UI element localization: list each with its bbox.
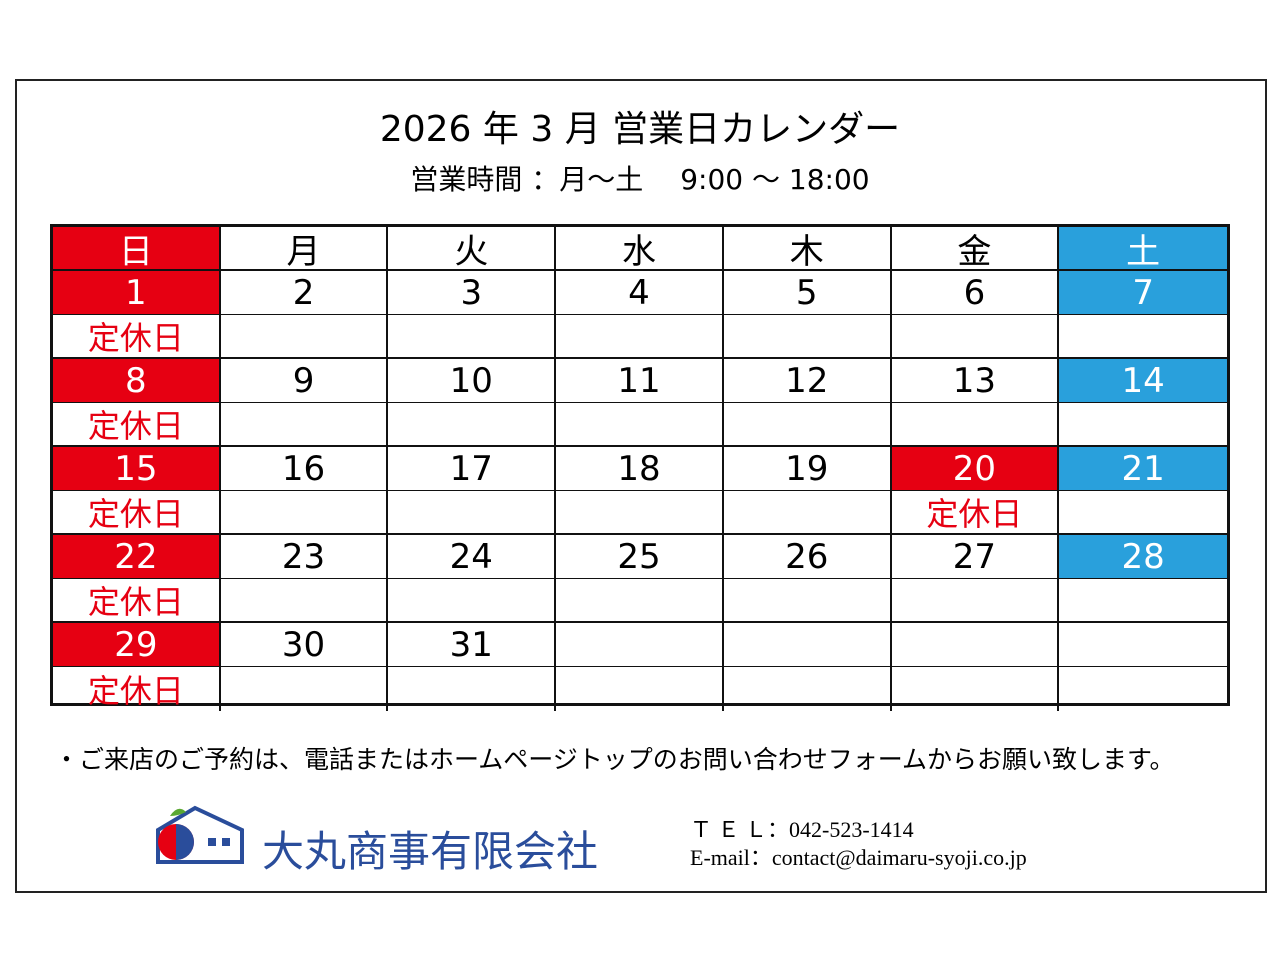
contact-value: 042-523-1414 <box>789 817 914 842</box>
day-number: 12 <box>723 359 892 403</box>
day-note <box>556 491 724 535</box>
day-number: 21 <box>1059 447 1227 491</box>
notice: ・ご来店のご予約は、電話またはホームページトップのお問い合わせフォームからお願い… <box>54 745 1175 774</box>
weekday-header: 水 <box>556 227 724 272</box>
day-note <box>723 403 892 447</box>
day-number: 26 <box>723 535 892 579</box>
day-number: 25 <box>556 535 724 579</box>
day-number: 15 <box>53 447 221 491</box>
weekday-header: 月 <box>220 227 389 272</box>
day-note <box>388 315 557 359</box>
day-note <box>388 403 557 447</box>
day-number: 22 <box>53 535 221 579</box>
day-number: 4 <box>556 271 724 315</box>
company-name: 大丸商事有限会社 <box>262 827 599 876</box>
day-number: 10 <box>388 359 557 403</box>
day-note <box>221 667 389 711</box>
weekday-header: 土 <box>1059 227 1227 272</box>
day-number: 31 <box>388 623 557 667</box>
day-number: 24 <box>388 535 557 579</box>
day-note <box>1059 667 1227 711</box>
day-note: 定休日 <box>53 579 221 623</box>
day-number: 11 <box>556 359 724 403</box>
contact-label: Ｔ Ｅ Ｌ： <box>690 817 790 842</box>
day-note <box>388 491 557 535</box>
day-number: 23 <box>220 535 389 579</box>
day-note <box>1059 403 1227 447</box>
day-note <box>388 579 557 623</box>
day-number: 19 <box>723 447 892 491</box>
day-number <box>556 623 724 667</box>
day-note <box>388 667 557 711</box>
day-note <box>892 667 1060 711</box>
day-number <box>723 623 892 667</box>
day-note <box>723 315 892 359</box>
calendar: 日月火水木金土 1 定休日 2 3 4 5 6 7 8 定休日 9 10 11 12 13 14 15 定休日 16 1… <box>50 224 1230 711</box>
day-number: 7 <box>1059 271 1227 315</box>
contacts: Ｔ Ｅ Ｌ：042-523-1414 E-mail：contact@daimaru… <box>690 816 1027 872</box>
day-number: 29 <box>53 623 221 667</box>
day-note <box>556 579 724 623</box>
day-note <box>723 579 892 623</box>
day-note <box>891 403 1060 447</box>
day-number: 18 <box>556 447 724 491</box>
day-note <box>723 491 892 535</box>
day-number: 13 <box>891 359 1060 403</box>
day-note <box>556 403 724 447</box>
frame <box>15 79 1267 893</box>
day-number: 2 <box>220 271 389 315</box>
contact-label: E-mail： <box>690 845 772 870</box>
day-number: 16 <box>220 447 389 491</box>
weekday-header: 火 <box>388 227 557 272</box>
contact-row: E-mail：contact@daimaru-syoji.co.jp <box>690 844 1027 872</box>
day-note <box>556 315 724 359</box>
day-number: 28 <box>1059 535 1227 579</box>
logo <box>156 805 244 864</box>
day-note <box>891 579 1060 623</box>
day-note <box>891 315 1060 359</box>
day-number: 17 <box>388 447 557 491</box>
day-note: 定休日 <box>53 667 221 711</box>
day-note <box>220 403 389 447</box>
weekday-header: 日 <box>53 227 221 272</box>
day-number: 6 <box>891 271 1060 315</box>
day-note <box>220 491 389 535</box>
day-note <box>220 579 389 623</box>
day-number: 5 <box>723 271 892 315</box>
day-number: 20 <box>891 447 1060 491</box>
day-note: 定休日 <box>53 491 221 535</box>
day-note <box>220 315 389 359</box>
day-note <box>1059 491 1227 535</box>
contact-value: contact@daimaru-syoji.co.jp <box>771 845 1027 870</box>
day-note <box>724 667 892 711</box>
day-note: 定休日 <box>53 315 221 359</box>
day-number <box>891 623 1060 667</box>
day-note: 定休日 <box>53 403 221 447</box>
day-number: 27 <box>891 535 1060 579</box>
day-note: 定休日 <box>891 491 1060 535</box>
weekday-header: 木 <box>723 227 892 272</box>
day-number: 8 <box>53 359 221 403</box>
day-note <box>556 667 724 711</box>
day-number: 30 <box>220 623 389 667</box>
day-number: 3 <box>388 271 557 315</box>
contact-row: Ｔ Ｅ Ｌ：042-523-1414 <box>690 816 1027 844</box>
day-note <box>1059 315 1227 359</box>
weekday-header: 金 <box>891 227 1060 272</box>
day-number: 14 <box>1059 359 1227 403</box>
day-note <box>1059 579 1227 623</box>
day-number <box>1059 623 1227 667</box>
business-hours: 営業時間 ：月～土 9:00 ～ 18:00 <box>410 163 870 196</box>
title: 2026 年 3 月 営業日カレンダー <box>379 109 901 150</box>
day-number: 1 <box>53 271 221 315</box>
day-number: 9 <box>220 359 389 403</box>
